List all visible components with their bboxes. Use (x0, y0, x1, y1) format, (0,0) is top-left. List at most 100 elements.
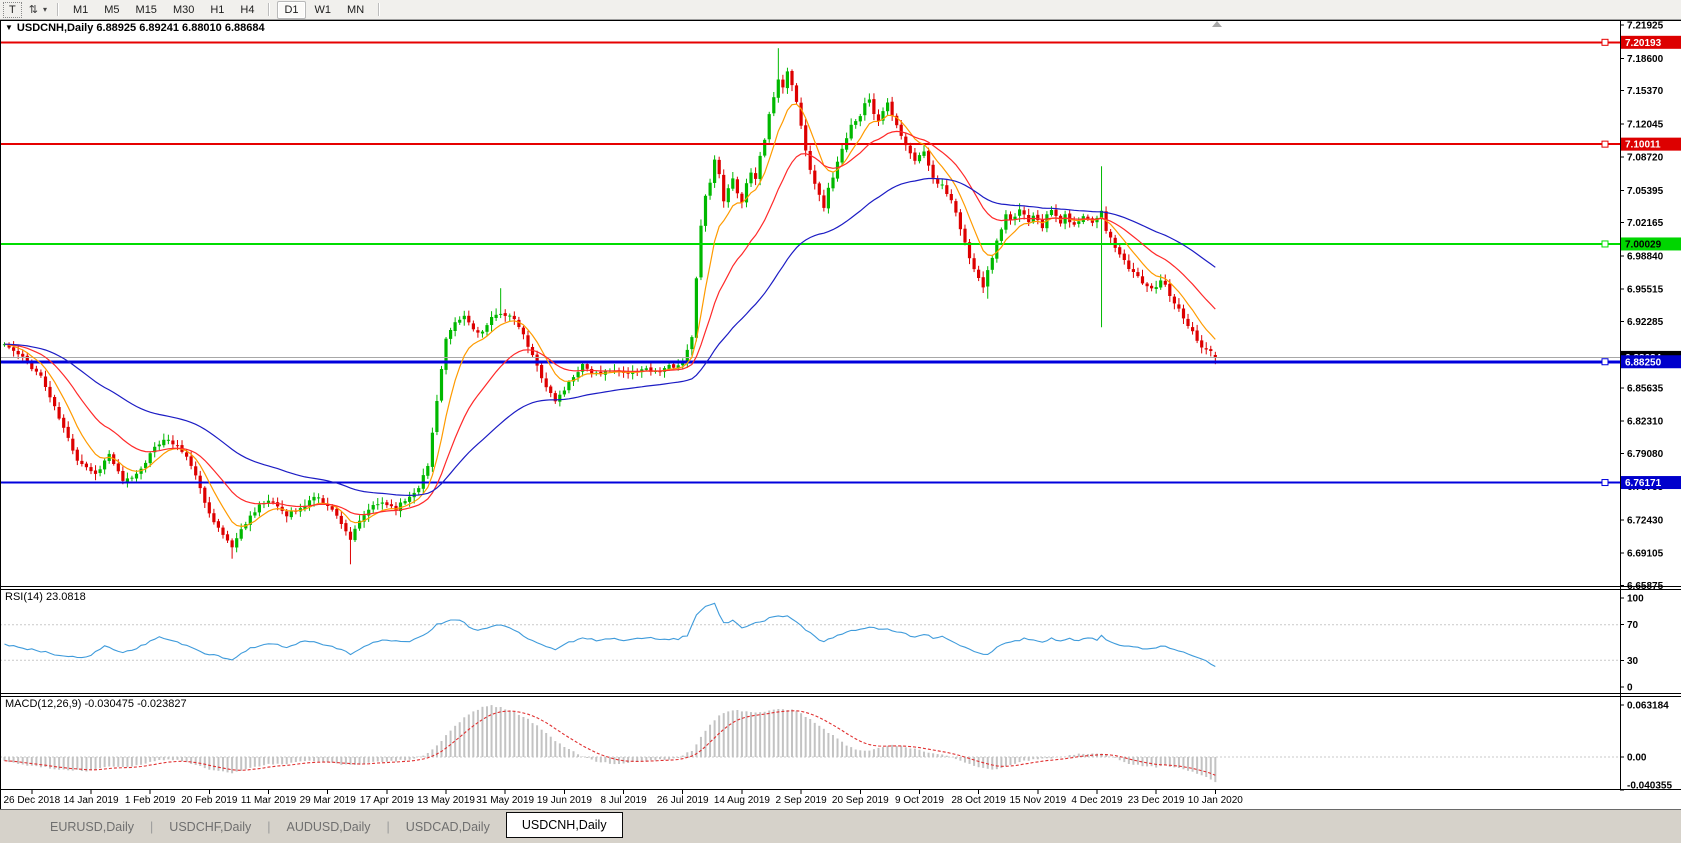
line-drag-handle[interactable] (1601, 358, 1609, 366)
svg-text:70: 70 (1627, 620, 1639, 631)
tab-eurusd-daily[interactable]: EURUSD,Daily (50, 819, 135, 834)
svg-text:13 May 2019: 13 May 2019 (417, 795, 475, 806)
svg-text:8 Jul 2019: 8 Jul 2019 (600, 795, 647, 806)
rsi-line (4, 602, 1216, 667)
svg-text:4 Dec 2019: 4 Dec 2019 (1071, 795, 1123, 806)
moving-averages (4, 103, 1216, 528)
svg-text:15 Nov 2019: 15 Nov 2019 (1009, 795, 1066, 806)
svg-text:6.85635: 6.85635 (1627, 383, 1664, 394)
ma-slow-line (4, 177, 1216, 497)
svg-text:7.08720: 7.08720 (1627, 153, 1664, 164)
svg-text:30: 30 (1627, 656, 1639, 667)
svg-text:14 Aug 2019: 14 Aug 2019 (714, 795, 771, 806)
svg-text:11 Mar 2019: 11 Mar 2019 (241, 795, 297, 806)
line-drag-handle[interactable] (1601, 240, 1609, 248)
macd-histogram (3, 705, 1217, 783)
hline-price-badge (1621, 35, 1681, 49)
svg-text:1 Feb 2019: 1 Feb 2019 (125, 795, 176, 806)
svg-text:7.15370: 7.15370 (1627, 86, 1664, 97)
svg-text:6.98840: 6.98840 (1627, 251, 1664, 262)
svg-text:0.00: 0.00 (1627, 753, 1647, 764)
timeframe-button-w1[interactable]: W1 (314, 3, 332, 16)
chart-canvas[interactable]: 7.21925 7.18600 7.15370 7.12045 7.08720 7.053… (0, 20, 1681, 809)
svg-text:7.20193: 7.20193 (1625, 38, 1662, 49)
tab-usdchf-daily[interactable]: USDCHF,Daily (169, 819, 252, 834)
svg-text:6.82310: 6.82310 (1627, 417, 1664, 428)
svg-text:31 May 2019: 31 May 2019 (476, 795, 534, 806)
timeframe-button-h1[interactable]: H1 (210, 3, 225, 16)
chevron-down-icon[interactable]: ▾ (42, 5, 47, 14)
line-drag-handle[interactable] (1601, 479, 1609, 487)
rsi-indicator-label: RSI(14) 23.0818 (5, 591, 86, 603)
svg-text:-0.040355: -0.040355 (1627, 781, 1672, 792)
svg-text:7.00029: 7.00029 (1625, 239, 1662, 250)
svg-text:0: 0 (1627, 683, 1633, 694)
svg-text:14 Jan 2019: 14 Jan 2019 (63, 795, 118, 806)
svg-text:28 Oct 2019: 28 Oct 2019 (951, 795, 1006, 806)
svg-text:6.95515: 6.95515 (1627, 285, 1664, 296)
chart-ohlc-values: 6.88925 6.89241 6.88010 6.88684 (96, 22, 265, 34)
date-axis[interactable] (31, 790, 1216, 794)
svg-text:6.72430: 6.72430 (1627, 515, 1664, 526)
hline-price-badge (1621, 355, 1681, 369)
svg-text:17 Apr 2019: 17 Apr 2019 (360, 795, 414, 806)
chart-tab-bar: EURUSD,Daily | USDCHF,Daily | AUDUSD,Dai… (0, 809, 1681, 843)
svg-text:20 Sep 2019: 20 Sep 2019 (832, 795, 889, 806)
timeframe-button-h4[interactable]: H4 (240, 3, 255, 16)
timeframe-button-mn[interactable]: MN (347, 3, 365, 16)
tab-separator: | (386, 819, 390, 834)
svg-text:7.12045: 7.12045 (1627, 119, 1664, 130)
toolbar-separator (378, 3, 381, 16)
tab-usdcad-daily[interactable]: USDCAD,Daily (405, 819, 490, 834)
chart-symbol-label: USDCNH,Daily (16, 22, 94, 34)
text-tool-button[interactable]: T (3, 1, 22, 18)
svg-text:7.18600: 7.18600 (1627, 54, 1664, 65)
svg-text:6.88250: 6.88250 (1625, 357, 1662, 368)
chart-shift-marker[interactable] (1212, 21, 1222, 27)
tab-usdcnh-daily[interactable]: USDCNH,Daily (505, 812, 623, 838)
tab-separator: | (267, 819, 271, 834)
svg-text:26 Jul 2019: 26 Jul 2019 (657, 795, 709, 806)
svg-text:7.02165: 7.02165 (1627, 218, 1664, 229)
cycle-arrows-icon[interactable]: ⇅ (28, 4, 38, 16)
svg-text:7.10011: 7.10011 (1625, 140, 1661, 151)
macd-signal-line (4, 710, 1216, 776)
svg-text:9 Oct 2019: 9 Oct 2019 (895, 795, 944, 806)
price-axis[interactable] (1620, 24, 1624, 791)
macd-indicator-label: MACD(12,26,9) -0.030475 -0.023827 (5, 698, 187, 710)
timeframe-button-m5[interactable]: M5 (104, 3, 120, 16)
tab-separator: | (150, 819, 154, 834)
top-toolbar: T ⇅ ▾ M1 M5 M15 M30 H1 H4 D1 W1 MN (0, 0, 1681, 20)
hline-price-badge (1621, 137, 1681, 151)
svg-text:6.76171: 6.76171 (1625, 478, 1662, 489)
hline-price-badge (1621, 476, 1681, 490)
svg-text:26 Dec 2018: 26 Dec 2018 (3, 795, 60, 806)
collapse-ohlc-icon[interactable]: ▼ (5, 23, 13, 32)
chart-title: ▼ USDCNH,Daily 6.88925 6.89241 6.88010 6.… (5, 22, 265, 34)
svg-text:100: 100 (1627, 594, 1644, 605)
svg-text:7.05395: 7.05395 (1627, 186, 1664, 197)
svg-text:2 Sep 2019: 2 Sep 2019 (776, 795, 828, 806)
timeframe-button-d1[interactable]: D1 (277, 0, 306, 19)
svg-text:23 Dec 2019: 23 Dec 2019 (1128, 795, 1185, 806)
timeframe-button-m30[interactable]: M30 (172, 3, 195, 16)
line-drag-handle[interactable] (1601, 38, 1609, 46)
timeframe-button-m15[interactable]: M15 (135, 3, 157, 16)
svg-text:6.79080: 6.79080 (1627, 449, 1664, 460)
toolbar-separator (268, 3, 271, 16)
svg-text:10 Jan 2020: 10 Jan 2020 (1188, 795, 1243, 806)
ma-medium-line (4, 130, 1216, 516)
toolbar-separator (56, 3, 59, 16)
ma-fast-line (4, 103, 1216, 528)
tab-audusd-daily[interactable]: AUDUSD,Daily (286, 819, 371, 834)
svg-text:7.21925: 7.21925 (1627, 21, 1664, 32)
svg-text:0.063184: 0.063184 (1627, 700, 1669, 711)
line-drag-handle[interactable] (1601, 140, 1609, 148)
candlestick-series (2, 48, 1217, 565)
svg-text:6.92285: 6.92285 (1627, 317, 1664, 328)
timeframe-button-m1[interactable]: M1 (72, 3, 89, 16)
hline-price-badge (1621, 237, 1681, 251)
svg-text:19 Jun 2019: 19 Jun 2019 (537, 795, 592, 806)
svg-text:6.65875: 6.65875 (1627, 581, 1664, 592)
svg-text:6.69105: 6.69105 (1627, 549, 1664, 560)
